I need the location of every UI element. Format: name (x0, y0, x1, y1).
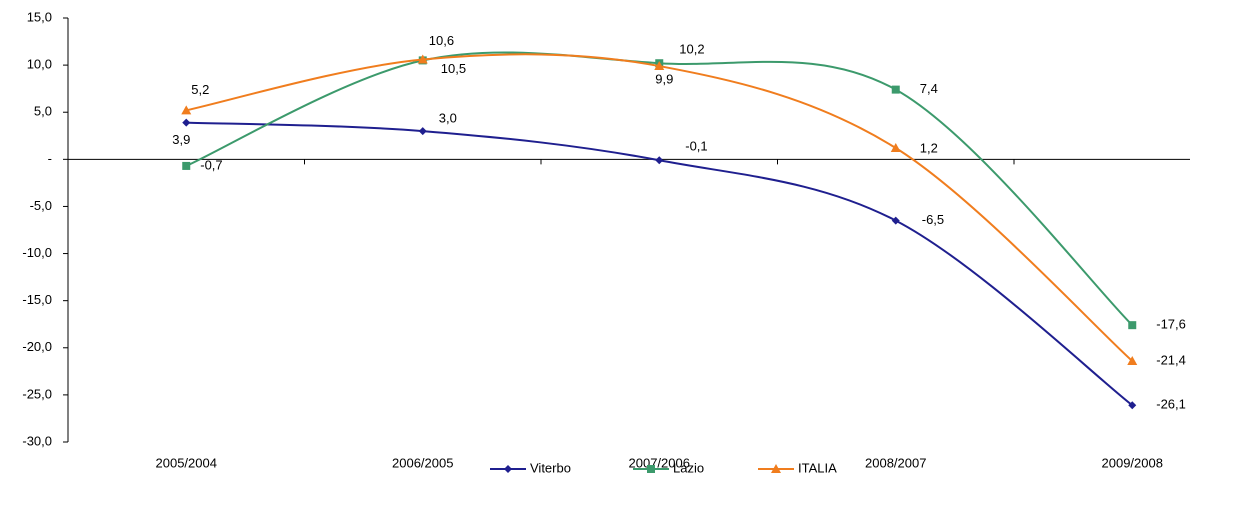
data-label: 3,0 (439, 111, 457, 126)
data-label: -26,1 (1156, 397, 1186, 412)
y-tick-label: -10,0 (22, 245, 52, 260)
data-label: -17,6 (1156, 317, 1186, 332)
data-label: -6,5 (922, 212, 944, 227)
y-tick-label: -15,0 (22, 292, 52, 307)
marker (417, 54, 428, 64)
data-label: -0,1 (685, 139, 707, 154)
marker (1127, 355, 1138, 365)
y-tick-label: 15,0 (27, 9, 52, 24)
y-tick-label: -30,0 (22, 433, 52, 448)
legend-label: ITALIA (798, 460, 837, 475)
series-line (186, 53, 1133, 362)
x-tick-label: 2005/2004 (156, 455, 217, 470)
data-label: 5,2 (191, 82, 209, 97)
marker (1128, 401, 1137, 410)
marker (1128, 321, 1137, 330)
x-tick-label: 2009/2008 (1102, 455, 1163, 470)
y-tick-label: - (48, 151, 52, 166)
data-label: 9,9 (655, 71, 673, 86)
marker (891, 216, 900, 225)
marker (504, 465, 512, 473)
marker (654, 61, 665, 71)
data-label: 10,6 (429, 33, 454, 48)
data-label: 10,5 (441, 61, 466, 76)
marker (891, 85, 900, 94)
marker (771, 464, 781, 473)
marker (418, 127, 427, 136)
marker (181, 105, 192, 115)
y-tick-label: 5,0 (34, 104, 52, 119)
data-label: 10,2 (679, 42, 704, 57)
legend-label: Viterbo (530, 460, 571, 475)
data-label: -0,7 (200, 157, 222, 172)
y-tick-label: 10,0 (27, 57, 52, 72)
marker (890, 143, 901, 153)
marker (182, 118, 191, 127)
data-label: 3,9 (172, 132, 190, 147)
data-label: 1,2 (920, 140, 938, 155)
marker (647, 465, 655, 473)
y-tick-label: -20,0 (22, 339, 52, 354)
data-label: 7,4 (920, 81, 938, 96)
x-tick-label: 2008/2007 (865, 455, 926, 470)
x-tick-label: 2006/2005 (392, 455, 453, 470)
data-label: -21,4 (1156, 352, 1186, 367)
marker (182, 161, 191, 170)
series-line (186, 121, 1133, 407)
legend-label: Lazio (673, 460, 704, 475)
y-tick-label: -25,0 (22, 386, 52, 401)
marker (655, 156, 664, 165)
y-tick-label: -5,0 (30, 198, 52, 213)
x-tick-label: 2007/2006 (629, 455, 690, 470)
